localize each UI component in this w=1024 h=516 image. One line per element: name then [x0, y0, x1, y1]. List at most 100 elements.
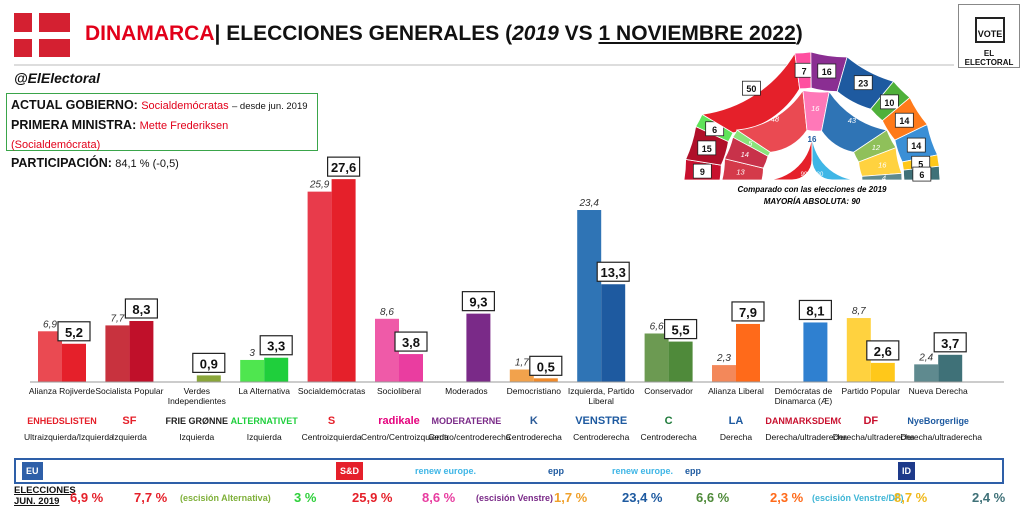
bar-label-2022: 0,5 — [537, 359, 555, 374]
hemicycle-seat-label: 9 — [700, 167, 705, 177]
party-logo: FRIE GRØNNE Izquierda — [159, 410, 235, 442]
europe-groups-row: EU S&D renew europe. epp renew europe. epp ID — [14, 458, 1004, 484]
bar-label-2019: 7,7 — [110, 313, 124, 324]
party-logo-text: MODERATERNE — [431, 416, 502, 426]
bloc-left-total: 90 — [787, 154, 797, 164]
category-label: Democristiano — [507, 386, 562, 396]
bar-2019 — [240, 359, 265, 382]
party-logo-text: LA — [728, 415, 744, 427]
gov-value: Socialdemócratas — [141, 100, 229, 112]
bar-label-box-2022 — [124, 298, 159, 319]
party-ideology: Derecha/ultraderecha — [832, 432, 915, 442]
bar-label-2019: 8,6 — [380, 307, 394, 318]
bar-2022 — [668, 341, 693, 382]
hemicycle-seat-label: 43 — [848, 116, 857, 125]
hemicycle-caption-2: MAYORÍA ABSOLUTA: 90 — [764, 197, 861, 206]
party-ideology: Centroderecha — [573, 432, 630, 442]
party-logo: radikale Centro/Centroizquierda — [361, 410, 449, 442]
category-label: Conservador — [644, 386, 693, 396]
bar-2019 — [712, 365, 736, 382]
result-2019: 7,7 % — [134, 490, 168, 505]
hemicycle-seat-label: 5 — [748, 139, 753, 148]
europe-group-logo: EU — [22, 462, 43, 480]
pm-label: PRIMERA MINISTRA: — [11, 118, 137, 132]
hemicycle-seat-box — [742, 80, 761, 96]
category-label: Verdes — [184, 386, 210, 396]
bar-chart: 6,9 5,2 Alianza Rojiverde 7,7 8,3 Socialista … — [29, 156, 1004, 406]
party-logo-text: NyeBorgerlige — [907, 416, 969, 426]
party-logo: DANMARKSDEMOKRATERNE Derecha/ultraderecha — [765, 410, 848, 442]
bar-2022 — [870, 362, 895, 382]
result-2019: (escisión Venstre/DF) — [812, 493, 904, 503]
logo-text: EL ELECTORAL — [964, 49, 1014, 67]
party-ideology: Centroderecha — [505, 432, 562, 442]
category-label: Nueva Derecha — [909, 386, 968, 396]
party-logo: DF Derecha/ultraderecha — [832, 410, 915, 442]
el-electoral-logo: VOTE EL ELECTORAL — [958, 4, 1020, 68]
result-2019: 8,6 % — [422, 490, 456, 505]
bar-label-2022: 8,3 — [132, 302, 150, 317]
result-2019: 25,9 % — [352, 490, 393, 505]
bloc-mid: 16 — [808, 135, 817, 144]
bar-label-2022: 5,2 — [65, 325, 83, 340]
bar-label-box-2022 — [663, 318, 698, 340]
bar-label-box-2022 — [933, 332, 967, 353]
europe-group-logo: renew europe. — [608, 462, 678, 480]
bar-2022 — [196, 375, 221, 382]
category-label: Dinamarca (Æ) — [775, 396, 833, 406]
bar-2019 — [914, 364, 939, 382]
result-2019: 2,4 % — [972, 490, 1006, 505]
bar-label-box-2022 — [259, 335, 293, 356]
europe-group-logo: S&D — [336, 462, 364, 480]
hemicycle-seat-label: 16 — [878, 160, 887, 169]
bar-2022 — [331, 179, 356, 382]
party-ideology: Derecha/ultraderecha — [765, 432, 848, 442]
results-2019-row: 6,9 % 7,7 % (escisión Alternativa) 3 % 25,9 … — [14, 488, 1006, 512]
result-2019: 23,4 % — [622, 490, 663, 505]
bar-label-box-2022 — [798, 299, 833, 321]
party-ideology: Centroizquierda — [301, 432, 362, 442]
hemicycle-segment — [861, 172, 903, 181]
bar-label-2022: 0,9 — [200, 356, 218, 371]
result-2019: (escisión Alternativa) — [180, 493, 271, 503]
party-logo: ENHEDSLISTEN Ultraizquierda/Izquierda — [24, 410, 114, 442]
bloc-right-total: 73 — [827, 154, 837, 164]
bar-label-2019: 8,7 — [852, 306, 866, 317]
europe-group-logo: renew europe. — [411, 462, 481, 480]
party-logo-text: SF — [122, 415, 137, 427]
category-label: Partido Popular — [842, 386, 901, 396]
europe-group-logo: epp — [544, 462, 569, 480]
bar-label-2019: 25,9 — [309, 180, 330, 191]
result-2019: 2,3 % — [770, 490, 804, 505]
party-logo: VENSTRE Centroderecha — [563, 410, 639, 442]
turnout-label: PARTICIPACIÓN: — [11, 156, 112, 170]
bar-label-2022: 3,3 — [267, 339, 285, 354]
bar-label-2022: 3,8 — [402, 335, 420, 350]
hemicycle-seat-box — [894, 112, 914, 128]
category-label: Socioliberal — [377, 386, 421, 396]
bar-label-box-2022 — [327, 156, 361, 177]
category-label: Izquierda, Partido — [568, 386, 635, 396]
hemicycle-seat-box — [697, 140, 717, 156]
category-label: La Alternativa — [238, 386, 290, 396]
party-ideology: Centro/Centroizquierda — [361, 432, 449, 442]
ballot-box-icon: VOTE — [975, 17, 1005, 43]
hemicycle-seat-box — [853, 75, 873, 91]
bar-2022 — [264, 357, 289, 382]
bar-2019 — [644, 333, 669, 382]
bar-2022 — [803, 322, 828, 382]
hemicycle-seat-label: 48 — [771, 114, 780, 123]
category-label: Alianza Rojiverde — [29, 386, 95, 396]
bar-label-2022: 7,9 — [739, 305, 757, 320]
hemicycle-seat-label: 7 — [802, 66, 807, 76]
party-logo-text: DANMARKSDEMOKRATERNE — [765, 416, 842, 426]
result-2019: 3 % — [294, 490, 317, 505]
denmark-flag-icon — [14, 13, 70, 57]
party-logo: C Centroderecha — [631, 410, 707, 442]
results-2019-label: ELECCIONES JUN. 2019 — [14, 485, 76, 507]
result-2019: 6,6 % — [696, 490, 730, 505]
hemicycle-seat-label: 16 — [811, 104, 820, 113]
party-logo-text: DF — [863, 415, 879, 427]
bar-2019 — [105, 325, 130, 382]
